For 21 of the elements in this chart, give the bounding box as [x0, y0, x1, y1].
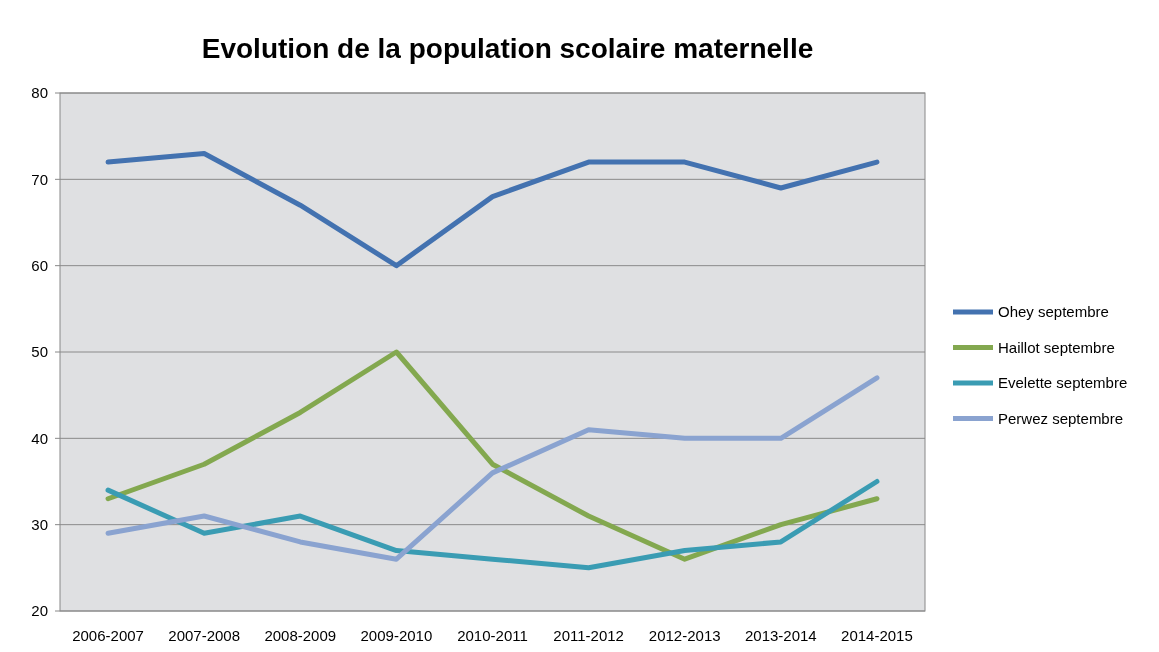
x-tick-label: 2009-2010	[360, 627, 433, 644]
y-tick-label: 70	[31, 170, 48, 188]
x-tick-label: 2013-2014	[744, 627, 817, 644]
x-tick-label: 2011-2012	[553, 627, 624, 644]
x-tick-label: 2007-2008	[168, 627, 241, 644]
legend-label: Haillot septembre	[998, 338, 1115, 356]
y-tick-label: 40	[31, 429, 48, 447]
chart-title: Evolution de la population scolaire maternelle	[201, 33, 814, 64]
legend-label: Evelette septembre	[998, 374, 1128, 392]
x-tick-label: 2006-2007	[72, 627, 144, 644]
y-tick-label: 80	[31, 84, 48, 102]
x-tick-label: 2008-2009	[264, 627, 337, 644]
legend-label: Ohey septembre	[998, 303, 1109, 321]
y-tick-label: 60	[31, 256, 48, 274]
y-tick-label: 50	[31, 343, 48, 361]
x-tick-label: 2012-2013	[648, 627, 721, 644]
legend-label: Perwez septembre	[998, 409, 1124, 427]
y-tick-label: 30	[31, 515, 48, 533]
y-tick-label: 20	[31, 602, 48, 620]
x-tick-label: 2014-2015	[841, 627, 913, 644]
x-tick-label: 2010-2011	[457, 627, 528, 644]
